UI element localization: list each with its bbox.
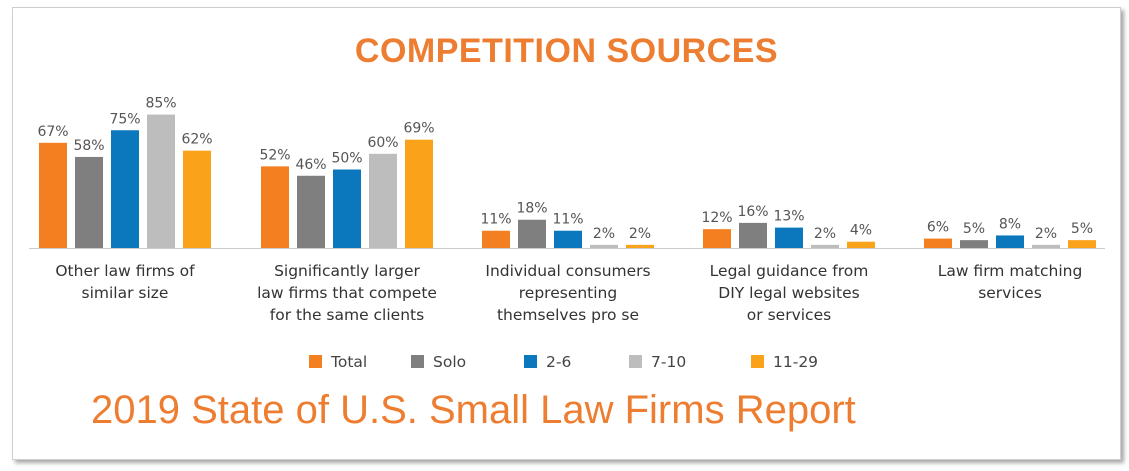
bar-2-6-cat-2 [333,169,361,248]
bar-solo-cat-2 [297,175,325,248]
data-label: 11% [552,212,583,228]
data-label: 16% [737,204,768,220]
legend-swatch-solo [411,355,424,368]
bar-solo-cat-4 [739,222,767,248]
category-label: representing [519,284,617,302]
bar-7-10-cat-4 [811,244,839,248]
bar-2-6-cat-3 [554,230,582,248]
bar-solo-cat-1 [75,156,103,248]
bar-2-6-cat-1 [111,130,139,248]
chart-frame: COMPETITION SOURCES 67% 58% 75% 85% 62% Other… [12,7,1121,460]
legend-label: Total [330,353,367,371]
data-label: 58% [73,138,104,154]
data-label: 46% [295,157,326,173]
legend-swatch-7-10 [629,355,642,368]
data-label: 4% [850,223,872,239]
category-label: Significantly larger [274,262,420,280]
data-label: 2% [1035,226,1057,242]
labels-layer: 67% 58% 75% 85% 62% Other law firms of similar… [37,96,1093,324]
bar-total-cat-5 [924,238,952,248]
legend-swatch-11-29 [751,355,764,368]
category-label: Legal guidance from [710,262,869,280]
bar-11-29-cat-4 [847,241,875,248]
legend-label: Solo [433,353,466,371]
chart-title: COMPETITION SOURCES [354,32,779,70]
category-label: Other law firms of [55,262,195,280]
category-label: services [978,284,1042,302]
data-label: 11% [480,212,511,228]
bar-total-cat-3 [482,230,510,248]
category-label: for the same clients [270,306,424,324]
data-label: 13% [773,209,804,225]
legend: Total Solo 2-6 7-10 11-29 [309,353,818,371]
bar-2-6-cat-4 [775,227,803,248]
bar-total-cat-4 [703,229,731,248]
category-label: Law firm matching [938,262,1083,280]
bar-total-cat-1 [39,142,67,248]
data-label: 12% [701,210,732,226]
data-label: 18% [516,201,547,217]
category-label: themselves pro se [497,306,639,324]
bar-7-10-cat-1 [147,114,175,248]
data-label: 8% [999,216,1021,232]
bar-2-6-cat-5 [996,235,1024,248]
bar-7-10-cat-5 [1032,244,1060,248]
category-label: law firms that compete [257,284,437,302]
category-label: or services [747,306,831,324]
bar-solo-cat-5 [960,240,988,248]
bar-7-10-cat-2 [369,153,397,248]
bar-chart: 67% 58% 75% 85% 62% Other law firms of similar… [29,96,1105,371]
data-label: 5% [1071,221,1093,237]
data-label: 5% [963,221,985,237]
bar-11-29-cat-2 [405,139,433,248]
legend-swatch-total [309,355,322,368]
data-label: 2% [593,226,615,242]
data-label: 69% [403,121,434,137]
data-label: 60% [367,135,398,151]
data-label: 62% [181,132,212,148]
report-title: 2019 State of U.S. Small Law Firms Repor… [91,388,856,432]
category-label: Individual consumers [485,262,650,280]
data-label: 2% [814,226,836,242]
bar-7-10-cat-3 [590,244,618,248]
bar-11-29-cat-3 [626,244,654,248]
data-label: 50% [331,151,362,167]
legend-label: 2-6 [546,353,571,371]
bar-solo-cat-3 [518,219,546,248]
category-label: similar size [82,284,169,302]
bars-layer [39,114,1096,248]
data-label: 67% [37,124,68,140]
bar-11-29-cat-5 [1068,240,1096,248]
bar-11-29-cat-1 [183,150,211,248]
data-label: 75% [109,111,140,127]
data-label: 6% [927,220,949,236]
data-label: 52% [259,147,290,163]
category-label: DIY legal websites [718,284,859,302]
legend-label: 11-29 [773,353,818,371]
bar-total-cat-2 [261,166,289,248]
legend-label: 7-10 [651,353,686,371]
data-label: 85% [145,96,176,112]
legend-swatch-2-6 [524,355,537,368]
data-label: 2% [629,226,651,242]
